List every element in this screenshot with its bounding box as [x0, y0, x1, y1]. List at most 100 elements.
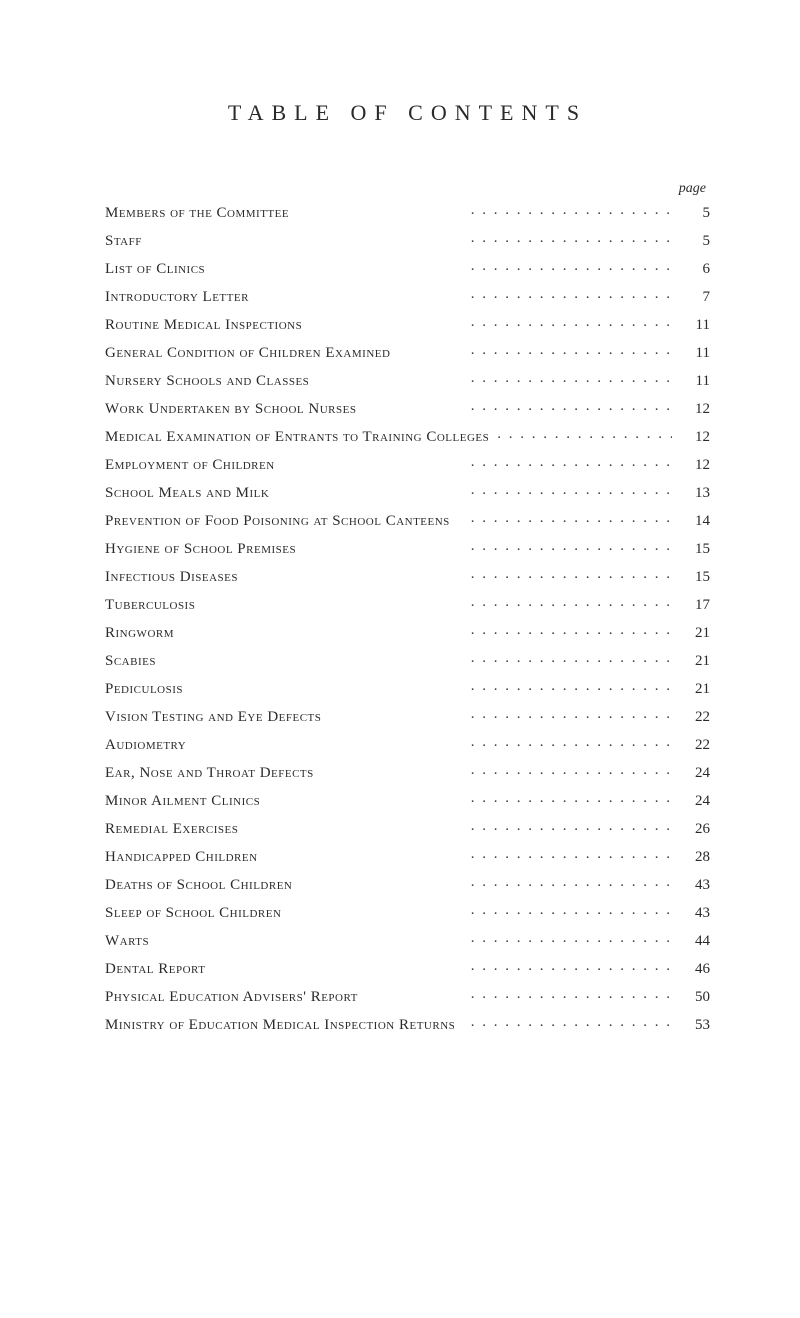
- toc-entry-label: School Meals and Milk: [105, 485, 269, 502]
- page-column-header: page: [105, 181, 710, 197]
- toc-entry: Sleep of School Children43: [105, 905, 710, 922]
- toc-entry-label: Sleep of School Children: [105, 905, 281, 922]
- toc-entry-label: General Condition of Children Examined: [105, 345, 390, 362]
- toc-entry-label: Ringworm: [105, 625, 174, 642]
- toc-entry: Vision Testing and Eye Defects 22: [105, 709, 710, 726]
- toc-leader-dots: [289, 916, 672, 917]
- toc-entry: Work Undertaken by School Nurses 12: [105, 401, 710, 418]
- toc-entry-label: Ear, Nose and Throat Defects: [105, 765, 314, 782]
- toc-leader-dots: [317, 384, 672, 385]
- toc-entry-page: 22: [680, 709, 710, 726]
- table-of-contents: Members of the Committee5Staff5List of C…: [105, 205, 710, 1034]
- toc-entry: General Condition of Children Examined 11: [105, 345, 710, 362]
- toc-entry: Remedial Exercises 26: [105, 821, 710, 838]
- toc-entry: Warts 44: [105, 933, 710, 950]
- toc-entry: Minor Ailment Clinics24: [105, 793, 710, 810]
- toc-entry-label: Medical Examination of Entrants to Train…: [105, 429, 489, 446]
- toc-entry-page: 46: [680, 961, 710, 978]
- toc-entry-page: 24: [680, 793, 710, 810]
- toc-entry: Pediculosis21: [105, 681, 710, 698]
- toc-leader-dots: [164, 664, 672, 665]
- toc-leader-dots: [283, 468, 672, 469]
- toc-entry-page: 12: [680, 457, 710, 474]
- toc-entry-page: 11: [680, 345, 710, 362]
- toc-entry: Ministry of Education Medical Inspection…: [105, 1017, 710, 1034]
- toc-entry: Employment of Children 12: [105, 457, 710, 474]
- toc-leader-dots: [366, 1000, 672, 1001]
- page-title: TABLE OF CONTENTS: [105, 100, 710, 126]
- toc-entry-page: 15: [680, 541, 710, 558]
- toc-entry: Deaths of School Children 43: [105, 877, 710, 894]
- toc-entry-label: List of Clinics: [105, 261, 205, 278]
- toc-entry-label: Scabies: [105, 653, 156, 670]
- toc-entry-page: 11: [680, 373, 710, 390]
- toc-entry-label: Handicapped Children: [105, 849, 258, 866]
- toc-entry-label: Hygiene of School Premises: [105, 541, 296, 558]
- toc-entry-page: 28: [680, 849, 710, 866]
- toc-entry-label: Remedial Exercises: [105, 821, 238, 838]
- toc-leader-dots: [182, 636, 672, 637]
- toc-entry: Members of the Committee5: [105, 205, 710, 222]
- toc-entry: Tuberculosis17: [105, 597, 710, 614]
- toc-entry-page: 17: [680, 597, 710, 614]
- toc-entry-page: 15: [680, 569, 710, 586]
- toc-entry: Dental Report 46: [105, 961, 710, 978]
- toc-entry-label: Warts: [105, 933, 149, 950]
- toc-leader-dots: [203, 608, 672, 609]
- toc-entry: Infectious Diseases15: [105, 569, 710, 586]
- toc-entry-page: 14: [680, 513, 710, 530]
- toc-entry-page: 43: [680, 877, 710, 894]
- toc-entry: Scabies 21: [105, 653, 710, 670]
- toc-leader-dots: [364, 412, 672, 413]
- toc-leader-dots: [213, 272, 672, 273]
- toc-entry-page: 5: [680, 233, 710, 250]
- toc-leader-dots: [246, 580, 672, 581]
- toc-entry-page: 21: [680, 625, 710, 642]
- toc-entry-label: Dental Report: [105, 961, 205, 978]
- toc-entry-page: 7: [680, 289, 710, 306]
- toc-entry: Handicapped Children 28: [105, 849, 710, 866]
- toc-leader-dots: [150, 244, 672, 245]
- toc-entry-page: 26: [680, 821, 710, 838]
- toc-leader-dots: [246, 832, 672, 833]
- toc-leader-dots: [257, 300, 672, 301]
- toc-leader-dots: [304, 552, 672, 553]
- toc-entry-page: 11: [680, 317, 710, 334]
- toc-entry: Hygiene of School Premises 15: [105, 541, 710, 558]
- toc-entry: Nursery Schools and Classes 11: [105, 373, 710, 390]
- toc-leader-dots: [463, 1028, 672, 1029]
- toc-entry: Audiometry22: [105, 737, 710, 754]
- toc-entry-label: Physical Education Advisers' Report: [105, 989, 358, 1006]
- toc-entry: School Meals and Milk13: [105, 485, 710, 502]
- toc-leader-dots: [157, 944, 672, 945]
- toc-leader-dots: [266, 860, 672, 861]
- toc-entry-page: 12: [680, 401, 710, 418]
- toc-entry-label: Introductory Letter: [105, 289, 249, 306]
- toc-entry-label: Nursery Schools and Classes: [105, 373, 309, 390]
- toc-entry-label: Deaths of School Children: [105, 877, 292, 894]
- toc-entry-page: 6: [680, 261, 710, 278]
- toc-entry: List of Clinics 6: [105, 261, 710, 278]
- toc-entry-label: Prevention of Food Poisoning at School C…: [105, 513, 450, 530]
- toc-entry-label: Routine Medical Inspections: [105, 317, 302, 334]
- toc-leader-dots: [194, 748, 672, 749]
- toc-leader-dots: [310, 328, 672, 329]
- toc-entry-label: Employment of Children: [105, 457, 275, 474]
- toc-leader-dots: [497, 440, 672, 441]
- toc-leader-dots: [191, 692, 672, 693]
- toc-leader-dots: [300, 888, 672, 889]
- toc-entry-page: 21: [680, 653, 710, 670]
- toc-entry-page: 53: [680, 1017, 710, 1034]
- toc-leader-dots: [329, 720, 672, 721]
- toc-entry-label: Pediculosis: [105, 681, 183, 698]
- toc-entry-page: 44: [680, 933, 710, 950]
- toc-entry-page: 5: [680, 205, 710, 222]
- toc-leader-dots: [398, 356, 672, 357]
- toc-entry: Physical Education Advisers' Report50: [105, 989, 710, 1006]
- toc-entry-page: 24: [680, 765, 710, 782]
- toc-entry: Introductory Letter 7: [105, 289, 710, 306]
- toc-entry-label: Work Undertaken by School Nurses: [105, 401, 356, 418]
- toc-leader-dots: [297, 216, 672, 217]
- toc-leader-dots: [322, 776, 672, 777]
- toc-entry-label: Vision Testing and Eye Defects: [105, 709, 321, 726]
